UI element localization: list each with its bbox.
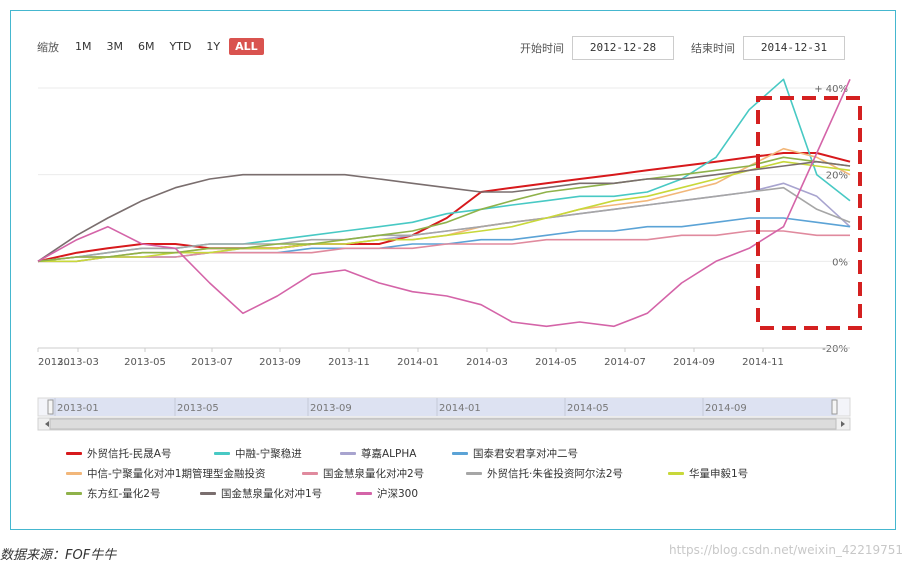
series-line-10 — [37, 78, 851, 328]
highlight-box — [756, 96, 862, 330]
start-range: 开始时间 2012-12-28 — [520, 36, 674, 60]
legend-label: 沪深300 — [377, 488, 419, 500]
y-tick-label: 20% — [826, 171, 848, 182]
legend-label: 国泰君安君享对冲二号 — [473, 448, 578, 460]
x-tick-label: 2013-09 — [259, 357, 301, 368]
legend-item[interactable]: 国金慧泉量化对冲1号 — [200, 486, 340, 501]
chart-frame — [10, 10, 896, 530]
legend-swatch — [466, 472, 482, 475]
x-tick-label: 2014-07 — [604, 357, 646, 368]
legend-swatch — [66, 472, 82, 475]
legend-swatch — [452, 452, 468, 455]
x-tick-label: 2013-03 — [57, 357, 99, 368]
navigator-handle-right — [831, 399, 838, 415]
legend-label: 华量申毅1号 — [689, 468, 749, 480]
x-tick-label: 2013-05 — [124, 357, 166, 368]
legend-item[interactable]: 中融-宁聚稳进 — [214, 446, 324, 461]
watermark: https://blog.csdn.net/weixin_42219751 — [668, 543, 903, 557]
x-tick-label: 2013... — [38, 357, 73, 368]
zoom-ytd-button[interactable]: YTD — [169, 40, 192, 53]
end-date-input[interactable]: 2014-12-31 — [743, 36, 845, 60]
legend: 外贸信托-民晟A号 中融-宁聚稳进 尊嘉ALPHA 国泰君安君享对冲二号中信-宁聚量化… — [66, 446, 846, 501]
legend-swatch — [302, 472, 318, 475]
legend-label: 外贸信托·朱雀投资阿尔法2号 — [487, 468, 624, 480]
navigator-tick-label: 2014-09 — [705, 403, 747, 414]
navigator-tick-label: 2013-01 — [57, 403, 99, 414]
x-tick-label: 2014-09 — [673, 357, 715, 368]
legend-label: 中融-宁聚稳进 — [235, 448, 302, 460]
legend-swatch — [668, 472, 684, 475]
start-label: 开始时间 — [520, 42, 564, 55]
navigator-tick-label: 2013-09 — [310, 403, 352, 414]
scrollbar-thumb — [49, 418, 837, 430]
x-tick-label: 2014-01 — [397, 357, 439, 368]
legend-label: 国金慧泉量化对冲2号 — [323, 468, 425, 480]
navigator-tick-label: 2013-05 — [177, 403, 219, 414]
series-line-9 — [37, 160, 851, 262]
legend-item[interactable]: 尊嘉ALPHA — [340, 446, 436, 461]
legend-swatch — [66, 452, 82, 455]
source-caption: 数据来源：FOF牛牛 — [0, 548, 117, 563]
legend-swatch — [66, 492, 82, 495]
legend-item[interactable]: 国金慧泉量化对冲2号 — [302, 466, 450, 481]
series-line-0 — [37, 152, 851, 263]
start-date-input[interactable]: 2012-12-28 — [572, 36, 674, 60]
scroll-left-arrow-icon — [45, 421, 49, 427]
x-tick-label: 2014-03 — [466, 357, 508, 368]
series-line-6 — [37, 186, 851, 263]
legend-swatch — [214, 452, 230, 455]
navigator-tick-label: 2014-01 — [439, 403, 481, 414]
zoom-1y-button[interactable]: 1Y — [206, 40, 221, 53]
x-tick-label: 2013-07 — [191, 357, 233, 368]
legend-item[interactable]: 东方红-量化2号 — [66, 486, 184, 501]
legend-swatch — [340, 452, 356, 455]
legend-label: 国金慧泉量化对冲1号 — [221, 488, 323, 500]
navigator-selection — [50, 398, 836, 416]
legend-item[interactable]: 华量申毅1号 — [668, 466, 764, 481]
x-tick-label: 2013-11 — [328, 357, 370, 368]
zoom-6m-button[interactable]: 6M — [138, 40, 155, 53]
y-tick-label: 0% — [832, 257, 848, 268]
y-tick-label: -20% — [822, 344, 848, 355]
legend-swatch — [200, 492, 216, 495]
series-line-8 — [37, 156, 851, 263]
zoom-bar: 缩放 1M 3M 6M YTD 1Y ALL — [37, 38, 267, 55]
x-tick-label: 2014-11 — [742, 357, 784, 368]
legend-label: 东方红-量化2号 — [87, 488, 161, 500]
y-tick-label: + 40% — [814, 84, 848, 95]
end-label: 结束时间 — [691, 42, 735, 55]
legend-item[interactable]: 外贸信托-民晟A号 — [66, 446, 198, 461]
navigator-tick-label: 2014-05 — [567, 403, 609, 414]
legend-item[interactable]: 沪深300 — [356, 486, 456, 501]
legend-item[interactable]: 中信-宁聚量化对冲1期管理型金融投资 — [66, 466, 286, 481]
legend-item[interactable]: 国泰君安君享对冲二号 — [452, 446, 602, 461]
legend-item[interactable]: 外贸信托·朱雀投资阿尔法2号 — [466, 466, 652, 481]
series-line-5 — [38, 230, 850, 263]
legend-label: 外贸信托-民晟A号 — [87, 448, 172, 460]
zoom-1m-button[interactable]: 1M — [75, 40, 92, 53]
x-tick-label: 2014-05 — [535, 357, 577, 368]
legend-swatch — [356, 492, 372, 495]
navigator-handle-left — [47, 399, 54, 415]
scroll-right-arrow-icon — [841, 421, 845, 427]
legend-label: 尊嘉ALPHA — [361, 448, 417, 460]
zoom-3m-button[interactable]: 3M — [106, 40, 124, 53]
zoom-all-button[interactable]: ALL — [229, 38, 264, 55]
end-range: 结束时间 2014-12-31 — [691, 36, 845, 60]
legend-label: 中信-宁聚量化对冲1期管理型金融投资 — [87, 468, 266, 480]
zoom-label: 缩放 — [37, 40, 59, 54]
